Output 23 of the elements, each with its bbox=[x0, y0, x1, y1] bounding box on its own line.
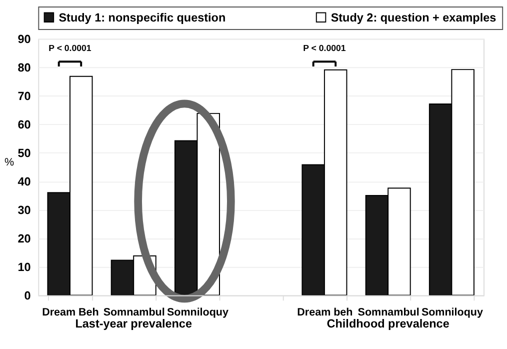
y-tick-label: 70 bbox=[18, 90, 32, 104]
y-tick-label: 0 bbox=[24, 290, 32, 303]
x-tick-label: Somniloquy bbox=[166, 306, 228, 318]
text: Childhood prevalence bbox=[326, 318, 450, 331]
x-tick-label: Dream beh bbox=[297, 306, 353, 318]
y-tick-label: 60 bbox=[18, 118, 32, 132]
y-tick-label: 40 bbox=[18, 176, 32, 189]
y-tick-label: 90 bbox=[18, 33, 32, 46]
x-tick-label: Somnambul bbox=[358, 306, 420, 318]
y-tick-label: 10 bbox=[18, 261, 32, 274]
x-tick-label: Somnambul bbox=[103, 306, 165, 318]
x-tick-label: Dream Beh bbox=[42, 306, 99, 318]
annotation: P < 0.0001 bbox=[303, 42, 346, 53]
y-tick-label: 20 bbox=[18, 232, 32, 246]
text: Last-year prevalence bbox=[75, 318, 192, 331]
y-tick-label: 30 bbox=[18, 204, 32, 218]
legend-label: Study 1: nonspecific question bbox=[58, 11, 226, 24]
legend-label: Study 2: question + examples bbox=[330, 11, 497, 24]
y-tick-label: 50 bbox=[18, 147, 32, 160]
annotation: P < 0.0001 bbox=[48, 42, 92, 53]
y-axis-title: % bbox=[4, 156, 15, 169]
y-tick-label: 80 bbox=[18, 62, 32, 75]
x-tick-label: Somniloquy bbox=[421, 306, 483, 318]
